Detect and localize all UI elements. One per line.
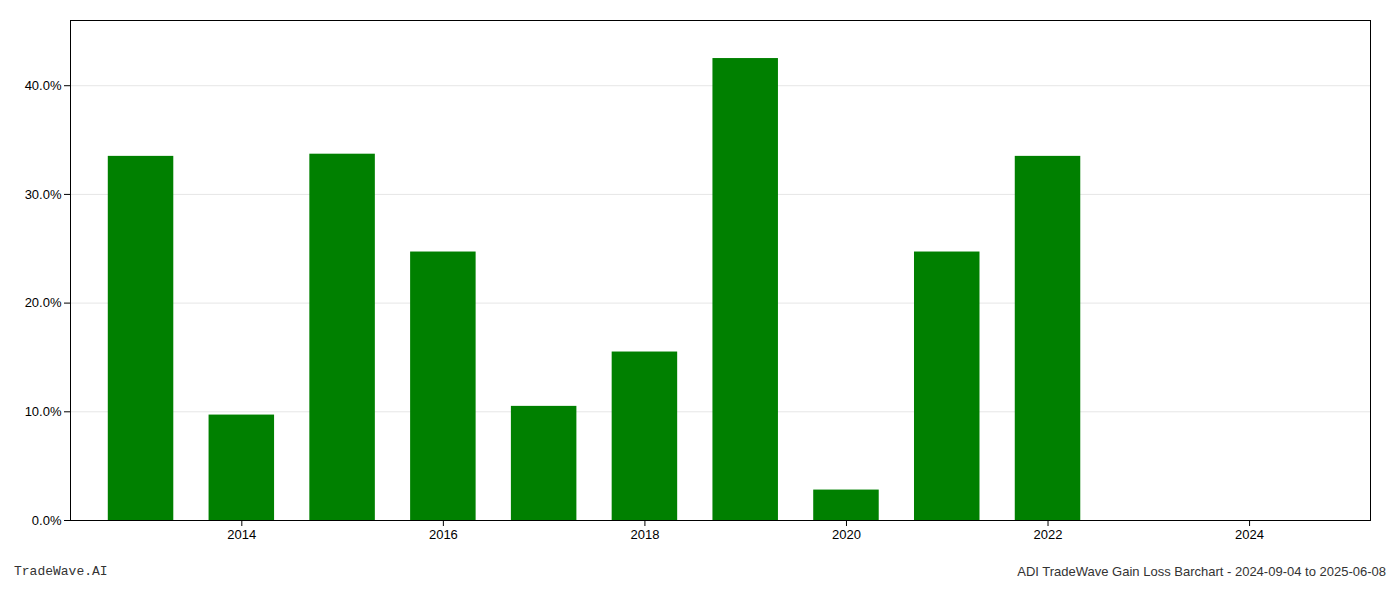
svg-text:2020: 2020 (832, 527, 861, 542)
svg-text:2014: 2014 (227, 527, 256, 542)
svg-text:2022: 2022 (1034, 527, 1063, 542)
html-text:TradeWave.AI: TradeWave.AI (14, 564, 108, 579)
svg-text:2018: 2018 (630, 527, 659, 542)
svg-text:10.0%: 10.0% (25, 404, 62, 419)
svg-text:40.0%: 40.0% (25, 78, 62, 93)
svg-text:2024: 2024 (1235, 527, 1264, 542)
svg-text:30.0%: 30.0% (25, 187, 62, 202)
svg-text:0.0%: 0.0% (32, 513, 62, 528)
svg-text:2016: 2016 (429, 527, 458, 542)
svg-text:20.0%: 20.0% (25, 295, 62, 310)
html-text:ADI TradeWave Gain Loss Barcha: ADI TradeWave Gain Loss Barchart - 2024-… (1017, 564, 1386, 579)
